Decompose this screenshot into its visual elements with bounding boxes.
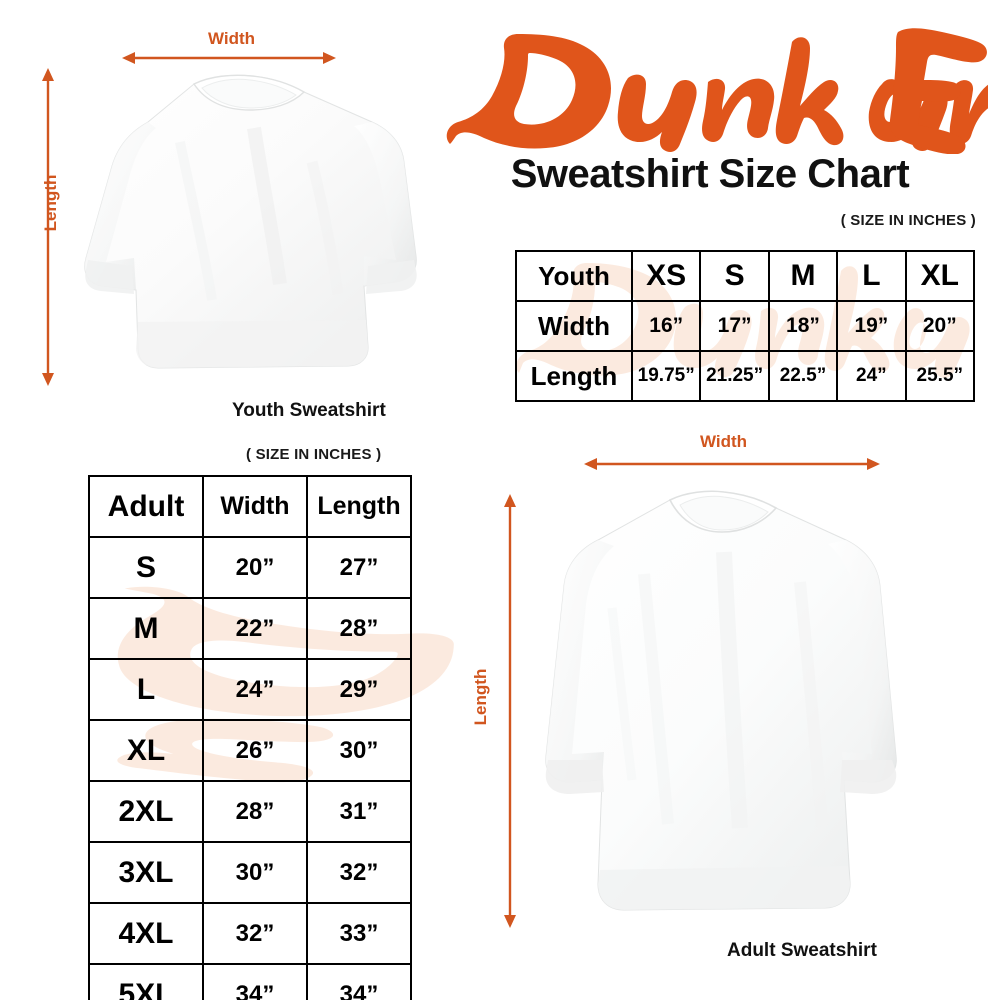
units-note-adult: ( SIZE IN INCHES ) [246, 446, 382, 463]
youth-length-label: Length [515, 350, 633, 402]
youth-width-s: 17” [699, 300, 770, 352]
table-row: 5XL 34” 34” [88, 963, 412, 1000]
table-row: 2XL 28” 31” [88, 780, 412, 843]
adult-size-2xl: 2XL [88, 780, 204, 843]
adult-width-measure-label: Width [700, 432, 748, 451]
adult-length-5xl: 34” [306, 963, 412, 1000]
adult-col-width: Width [202, 475, 308, 538]
adult-width-xl: 26” [202, 719, 308, 782]
table-row: L 24” 29” [88, 658, 412, 721]
youth-width-measure-label: Width [208, 29, 256, 48]
table-row: 4XL 32” 33” [88, 902, 412, 965]
adult-sweatshirt-image [528, 488, 912, 932]
adult-sweatshirt-caption: Adult Sweatshirt [727, 940, 877, 961]
adult-length-m: 28” [306, 597, 412, 660]
youth-sweatshirt-caption: Youth Sweatshirt [232, 400, 386, 421]
youth-size-table: Youth XS S M L XL Width 16” 17” 18” 19” … [515, 250, 976, 402]
table-row-youth-length: Length 19.75” 21.25” 22.5” 24” 25.5” [515, 350, 976, 402]
adult-length-l: 29” [306, 658, 412, 721]
brand-logo [432, 26, 988, 154]
adult-size-3xl: 3XL [88, 841, 204, 904]
adult-size-table: Adult Width Length S 20” 27” M 22” 28” L… [88, 475, 412, 1000]
youth-length-s: 21.25” [699, 350, 770, 402]
adult-size-l: L [88, 658, 204, 721]
youth-width-arrow-icon [122, 50, 336, 66]
youth-width-label: Width [515, 300, 633, 352]
adult-width-5xl: 34” [202, 963, 308, 1000]
youth-size-s: S [699, 250, 770, 302]
adult-width-m: 22” [202, 597, 308, 660]
youth-sweatshirt-image [72, 70, 428, 395]
youth-length-arrow-icon [40, 68, 56, 386]
youth-length-m: 22.5” [767, 350, 839, 402]
youth-width-xs: 16” [630, 300, 702, 352]
youth-width-m: 18” [767, 300, 839, 352]
youth-size-xs: XS [630, 250, 702, 302]
adult-length-s: 27” [306, 536, 412, 599]
adult-size-xl: XL [88, 719, 204, 782]
youth-length-xs: 19.75” [630, 350, 702, 402]
youth-length-l: 24” [836, 350, 907, 402]
adult-length-xl: 30” [306, 719, 412, 782]
adult-col-length: Length [306, 475, 412, 538]
adult-width-arrow-icon [584, 456, 880, 472]
youth-length-xl: 25.5” [904, 350, 976, 402]
adult-width-s: 20” [202, 536, 308, 599]
youth-size-l: L [836, 250, 907, 302]
table-row-adult-header: Adult Width Length [88, 475, 412, 538]
adult-size-m: M [88, 597, 204, 660]
table-row-youth-width: Width 16” 17” 18” 19” 20” [515, 300, 976, 352]
adult-size-5xl: 5XL [88, 963, 204, 1000]
youth-width-l: 19” [836, 300, 907, 352]
adult-length-2xl: 31” [306, 780, 412, 843]
adult-width-2xl: 28” [202, 780, 308, 843]
adult-length-3xl: 32” [306, 841, 412, 904]
adult-width-3xl: 30” [202, 841, 308, 904]
adult-col-size: Adult [88, 475, 204, 538]
adult-length-4xl: 33” [306, 902, 412, 965]
table-row-youth-sizes: Youth XS S M L XL [515, 250, 976, 302]
adult-width-4xl: 32” [202, 902, 308, 965]
youth-size-m: M [767, 250, 839, 302]
youth-row-label: Youth [515, 250, 633, 302]
table-row: S 20” 27” [88, 536, 412, 599]
page-title: Sweatshirt Size Chart [510, 152, 910, 196]
units-note-youth: ( SIZE IN INCHES ) [840, 212, 976, 229]
adult-width-l: 24” [202, 658, 308, 721]
youth-width-xl: 20” [904, 300, 976, 352]
adult-length-arrow-icon [502, 494, 518, 928]
youth-size-xl: XL [904, 250, 976, 302]
table-row: XL 26” 30” [88, 719, 412, 782]
adult-size-s: S [88, 536, 204, 599]
table-row: M 22” 28” [88, 597, 412, 660]
table-row: 3XL 30” 32” [88, 841, 412, 904]
adult-size-4xl: 4XL [88, 902, 204, 965]
